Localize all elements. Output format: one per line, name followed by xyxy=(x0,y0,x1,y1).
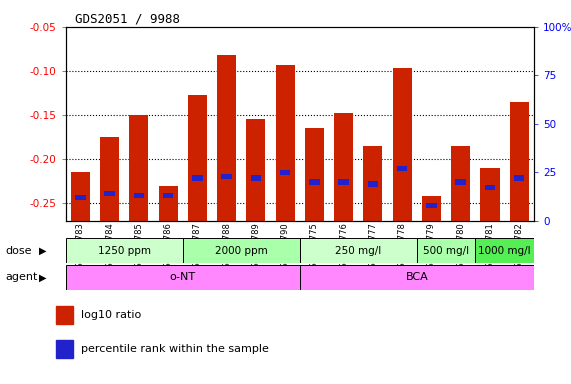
Bar xyxy=(246,119,266,221)
Bar xyxy=(183,238,300,263)
Bar xyxy=(309,179,320,185)
Bar xyxy=(456,179,466,185)
Bar xyxy=(163,193,174,198)
Text: 1250 ppm: 1250 ppm xyxy=(98,245,151,256)
Text: ▶: ▶ xyxy=(39,272,47,283)
Bar xyxy=(66,238,183,263)
Bar xyxy=(300,265,534,290)
Bar xyxy=(426,203,437,208)
Bar xyxy=(305,128,324,221)
Bar xyxy=(71,172,90,221)
Text: 250 mg/l: 250 mg/l xyxy=(335,245,381,256)
Bar xyxy=(134,193,144,198)
Bar xyxy=(280,170,291,175)
Bar xyxy=(56,340,73,358)
Text: 500 mg/l: 500 mg/l xyxy=(423,245,469,256)
Bar xyxy=(56,306,73,324)
Bar xyxy=(514,175,525,181)
Bar xyxy=(66,265,300,290)
Bar xyxy=(363,146,383,221)
Text: 2000 ppm: 2000 ppm xyxy=(215,245,268,256)
Bar xyxy=(422,196,441,221)
Bar xyxy=(480,168,500,221)
Bar xyxy=(276,65,295,221)
Bar xyxy=(334,113,353,221)
Text: ▶: ▶ xyxy=(39,245,47,256)
Bar xyxy=(475,238,534,263)
Text: BCA: BCA xyxy=(405,272,428,283)
Bar xyxy=(510,102,529,221)
Bar xyxy=(451,146,471,221)
Text: 1000 mg/l: 1000 mg/l xyxy=(478,245,531,256)
Bar xyxy=(251,175,261,181)
Bar xyxy=(188,95,207,221)
Text: GDS2051 / 9988: GDS2051 / 9988 xyxy=(75,13,180,26)
Text: o-NT: o-NT xyxy=(170,272,196,283)
Bar xyxy=(159,185,178,221)
Bar xyxy=(100,137,119,221)
Bar xyxy=(300,238,417,263)
Bar xyxy=(129,115,148,221)
Text: log10 ratio: log10 ratio xyxy=(81,310,141,320)
Text: dose: dose xyxy=(6,245,32,256)
Bar xyxy=(222,174,232,179)
Bar xyxy=(339,179,349,185)
Bar xyxy=(104,191,115,196)
Bar xyxy=(368,181,378,187)
Bar xyxy=(485,185,495,190)
Bar xyxy=(393,68,412,221)
Bar xyxy=(397,166,408,171)
Bar xyxy=(217,55,236,221)
Bar xyxy=(417,238,475,263)
Text: percentile rank within the sample: percentile rank within the sample xyxy=(81,344,269,354)
Bar xyxy=(75,195,86,200)
Bar xyxy=(192,175,203,181)
Text: agent: agent xyxy=(6,272,38,283)
